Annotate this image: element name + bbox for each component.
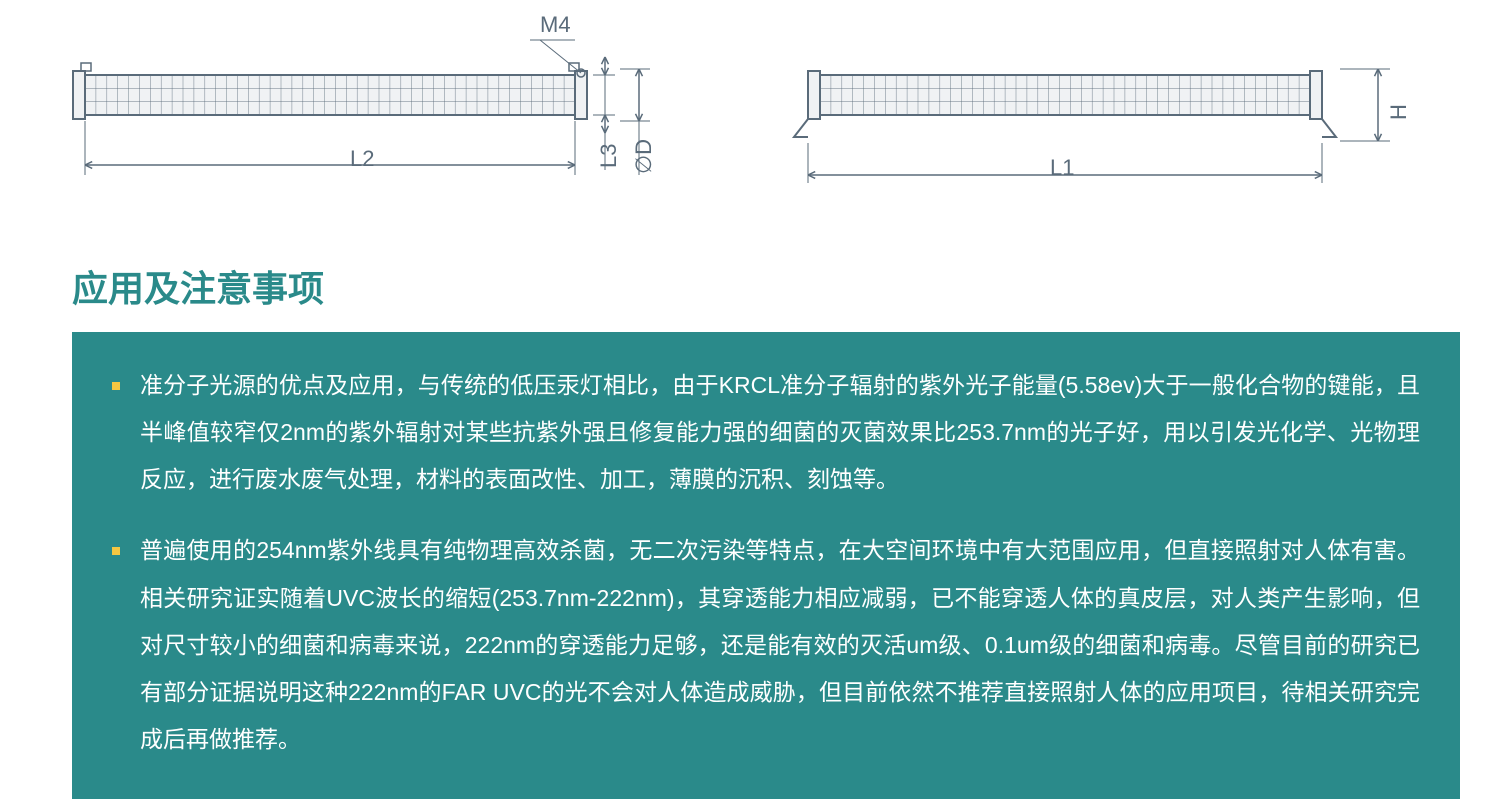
notes-panel: 准分子光源的优点及应用，与传统的低压汞灯相比，由于KRCL准分子辐射的紫外光子能…: [72, 332, 1460, 799]
bullet-item: 普遍使用的254nm紫外线具有纯物理高效杀菌，无二次污染等特点，在大空间环境中有…: [112, 527, 1420, 763]
label-l1: L1: [1050, 155, 1074, 181]
section-heading: 应用及注意事项: [72, 260, 1500, 312]
bullet-item: 准分子光源的优点及应用，与传统的低压汞灯相比，由于KRCL准分子辐射的紫外光子能…: [112, 362, 1420, 503]
technical-diagram: M4 L2 L3 ∅D L1 H: [0, 0, 1500, 230]
label-d: ∅D: [631, 139, 657, 174]
label-l3: L3: [596, 144, 622, 168]
label-l2: L2: [350, 146, 374, 172]
label-h: H: [1386, 104, 1412, 120]
label-m4: M4: [540, 12, 571, 38]
diagram-svg: [0, 0, 1500, 230]
bullet-list: 准分子光源的优点及应用，与传统的低压汞灯相比，由于KRCL准分子辐射的紫外光子能…: [112, 362, 1420, 763]
